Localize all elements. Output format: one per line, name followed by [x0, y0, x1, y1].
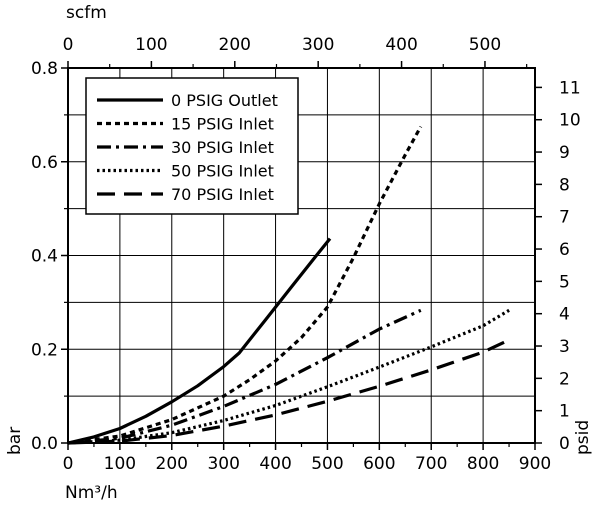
y-tick-label: 0.2 [31, 340, 58, 360]
right-tick-label: 0 [559, 434, 570, 454]
x-tick-label: 800 [467, 454, 499, 474]
right-tick-label: 5 [559, 272, 570, 292]
legend-label: 70 PSIG Inlet [171, 185, 274, 204]
right-tick-label: 8 [559, 175, 570, 195]
right-tick-label: 6 [559, 240, 570, 260]
right-tick-label: 11 [559, 78, 581, 98]
top-tick-label: 100 [135, 35, 167, 55]
right-tick-label: 4 [559, 305, 570, 325]
y-tick-label: 0.4 [31, 247, 58, 267]
right-tick-label: 10 [559, 111, 581, 131]
y-tick-label: 0.6 [31, 153, 58, 173]
x-tick-label: 700 [415, 454, 447, 474]
series-line [67, 338, 510, 445]
x-tick-label: 0 [63, 454, 74, 474]
bottom-axis-title: Nm³/h [65, 483, 118, 503]
y-tick-label: 0.8 [31, 59, 58, 79]
right-tick-label: 9 [559, 143, 570, 163]
legend-label: 50 PSIG Inlet [171, 162, 274, 181]
series-line [67, 308, 510, 445]
legend-label: 30 PSIG Inlet [171, 138, 274, 157]
top-tick-label: 500 [469, 35, 501, 55]
x-tick-label: 400 [259, 454, 291, 474]
right-tick-label: 7 [559, 208, 570, 228]
top-tick-label: 300 [302, 35, 334, 55]
legend-label: 0 PSIG Outlet [171, 91, 278, 110]
right-tick-label: 2 [559, 369, 570, 389]
tick-marks [61, 61, 542, 450]
x-tick-label: 600 [363, 454, 395, 474]
right-tick-label: 1 [559, 402, 570, 422]
right-axis-title: psid [573, 420, 593, 455]
series-line [67, 237, 332, 445]
left-axis-title: bar [5, 427, 25, 455]
series-line [67, 308, 422, 445]
legend-label: 15 PSIG Inlet [171, 115, 274, 134]
x-tick-label: 100 [104, 454, 136, 474]
series [67, 125, 510, 445]
x-tick-label: 900 [519, 454, 551, 474]
top-axis-title: scfm [66, 3, 107, 23]
x-tick-label: 500 [311, 454, 343, 474]
x-tick-label: 300 [207, 454, 239, 474]
right-tick-label: 3 [559, 337, 570, 357]
top-tick-label: 200 [219, 35, 251, 55]
series-line [67, 125, 423, 445]
legend: 0 PSIG Outlet 15 PSIG Inlet 30 PSIG Inlet 5… [85, 77, 299, 215]
y-tick-label: 0.0 [31, 434, 58, 454]
top-tick-label: 0 [63, 35, 74, 55]
top-tick-label: 400 [385, 35, 417, 55]
x-tick-label: 200 [156, 454, 188, 474]
